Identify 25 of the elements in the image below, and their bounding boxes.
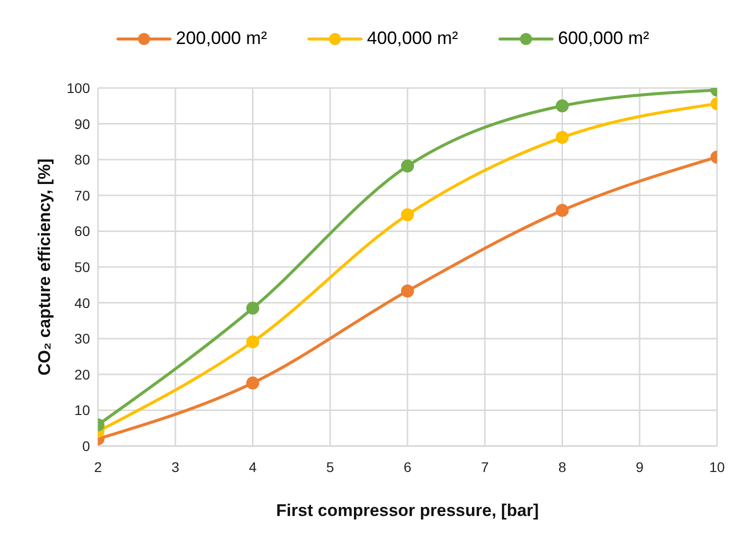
x-tick-label: 4	[248, 458, 257, 475]
x-tick-label: 2	[94, 458, 102, 475]
x-tick-label: 7	[480, 458, 489, 475]
y-tick-label: 40	[74, 294, 90, 311]
x-tick-label: 10	[709, 458, 725, 475]
legend-label: 600,000 m²	[558, 28, 650, 49]
y-tick-label: 20	[74, 366, 90, 382]
y-tick-label: 30	[74, 330, 90, 347]
y-tick-label: 80	[74, 152, 90, 168]
x-tick-label: 5	[326, 458, 334, 475]
y-tick-label: 60	[74, 223, 90, 240]
legend-label: 400,000 m²	[366, 28, 458, 49]
y-tick-label: 10	[74, 402, 90, 418]
x-axis-title: First compressor pressure, [bar]	[276, 501, 539, 520]
legend-label: 200,000 m²	[176, 28, 267, 49]
x-tick-label: 3	[171, 458, 180, 475]
x-tick-label: 9	[636, 458, 644, 475]
y-tick-label: 70	[74, 187, 90, 204]
y-tick-label: 90	[74, 116, 90, 132]
y-tick-label: 50	[74, 258, 90, 275]
x-tick-label: 8	[558, 458, 566, 475]
y-tick-label: 0	[82, 438, 90, 454]
x-tick-label: 6	[404, 458, 412, 475]
y-tick-label: 100	[66, 80, 90, 96]
y-axis-title: CO₂ capture efficiency, [%]	[35, 158, 54, 376]
